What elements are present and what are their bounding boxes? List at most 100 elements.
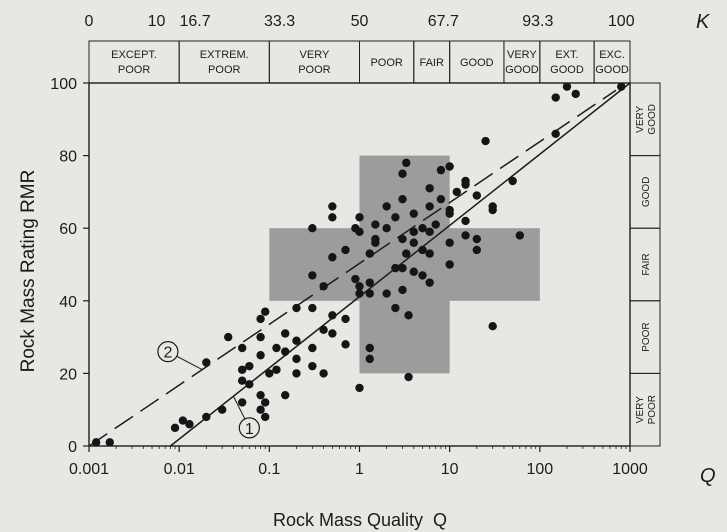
data-point [425,202,434,211]
regression-line-2 [88,89,617,447]
data-point [382,289,391,298]
data-point [515,231,525,240]
data-point [202,412,211,422]
data-point [404,372,413,382]
data-point [292,354,301,364]
data-point [425,184,434,193]
rmr-class-label: VERY [635,396,646,423]
data-point [398,234,407,244]
y-tick-label: 40 [59,294,77,311]
data-point [237,365,247,374]
data-point [272,365,281,374]
data-point [488,202,497,211]
data-point [261,307,270,316]
data-point [551,129,560,139]
q-class-label: GOOD [460,57,494,69]
data-point [308,343,317,353]
line-callout-label: 2 [163,345,172,362]
line-callout-circle [157,341,179,363]
data-point [355,227,364,237]
data-point [398,285,407,295]
data-point [472,234,482,244]
data-point [436,194,446,204]
top-axis-k-label: 33.3 [264,13,295,30]
data-point [472,191,482,200]
data-point [261,412,270,422]
data-point [256,351,265,360]
data-point [445,238,454,247]
data-point [418,245,427,255]
data-point [245,361,254,371]
data-point [371,234,380,244]
data-point [256,332,265,342]
data-point [308,224,317,233]
data-point [425,278,434,287]
q-class-label: FAIR [419,57,444,69]
q-class-label: EXTREM. [200,49,249,61]
data-point [319,325,328,335]
x-tick-label: 100 [526,461,553,478]
data-point [328,213,337,222]
q-class-label: EXCEPT. [111,49,157,61]
data-point [402,249,411,258]
data-point [461,231,470,240]
x-tick-label: 10 [441,461,459,478]
y-tick-label: 20 [59,366,77,383]
top-axis-k-label: 67.7 [428,13,459,30]
data-point [398,263,407,273]
top-axis-k-label: 16.7 [179,13,210,30]
rmr-class-label: VERY [635,105,646,132]
data-point [461,216,470,226]
x-tick-label: 0.1 [258,461,280,478]
data-point [292,303,301,313]
data-point [365,343,374,353]
data-point [418,224,427,233]
top-axis-end-label: K [696,11,711,33]
data-point [292,336,301,345]
data-point [382,224,391,233]
data-point [328,253,337,262]
data-point [256,390,265,400]
top-axis-k-label: 100 [608,13,635,30]
data-point [409,238,418,247]
data-point [237,376,247,385]
data-point [355,213,364,222]
x-axis-title-main: Rock Mass Quality Q [273,510,447,530]
data-point [425,227,434,237]
data-point [481,136,490,146]
data-point [418,271,427,280]
data-point [328,311,337,320]
data-point [355,383,364,393]
top-axis-k-label: 50 [351,13,369,30]
data-point [245,380,254,389]
q-class-label: POOR [208,64,240,76]
data-point [409,209,418,218]
data-point [217,405,227,414]
q-class-label: GOOD [505,64,539,76]
data-point [178,416,188,425]
data-point [281,390,290,400]
data-point [281,329,290,338]
data-point [341,314,350,324]
data-point [365,249,374,258]
data-point [445,162,454,171]
data-point [391,263,400,273]
data-point [105,438,114,447]
rmr-class-label: FAIR [641,253,652,275]
top-axis-k-label: 93.3 [522,13,553,30]
rmr-class-label: POOR [641,322,652,351]
q-class-label: GOOD [595,64,629,76]
x-axis-end-label: Q [700,465,716,487]
data-point [319,369,328,378]
data-point [256,405,265,414]
line-callout-label: 1 [245,421,254,438]
q-class-label: GOOD [550,64,584,76]
q-class-label: POOR [118,64,150,76]
data-point [382,202,391,211]
data-point [185,420,194,429]
y-tick-label: 100 [50,76,77,93]
x-tick-label: 1 [355,461,364,478]
data-point [391,213,400,222]
y-tick-label: 0 [68,439,77,456]
line-callout-circle [238,417,260,439]
